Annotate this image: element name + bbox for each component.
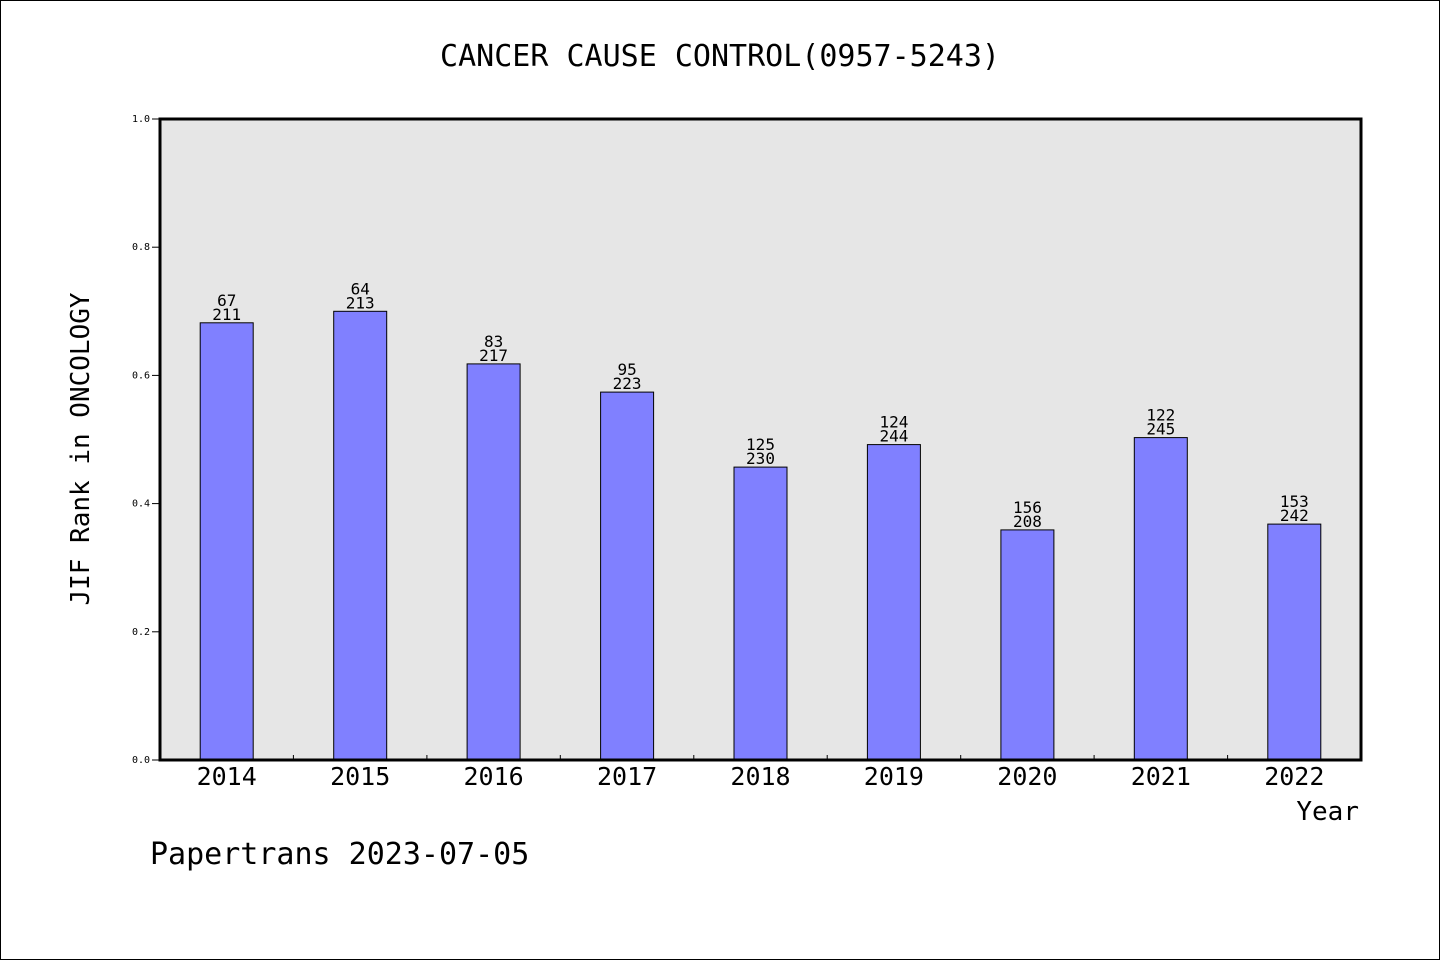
bar-rank-label: 83 — [484, 332, 503, 351]
bar — [333, 310, 388, 761]
bar-total-label: 213 — [346, 293, 375, 312]
bar-rank-label: 125 — [746, 435, 775, 454]
bar — [466, 363, 521, 761]
bar — [199, 322, 254, 761]
chart-title: CANCER CAUSE CONTROL(0957-5243) — [440, 39, 1000, 74]
bar-total-label: 217 — [479, 346, 508, 365]
footer-watermark: Papertrans 2023-07-05 — [150, 837, 529, 872]
bar — [733, 466, 788, 761]
y-tick-label: 0.8 — [132, 242, 150, 253]
bar-rank-label: 156 — [1013, 498, 1042, 517]
bar-total-label: 208 — [1013, 512, 1042, 531]
bar — [866, 444, 921, 761]
x-tick-label: 2016 — [463, 762, 523, 791]
x-axis: 2014 2015 2016 2017 2018 2019 2020 2021 2022 — [197, 755, 1324, 791]
bar-rank-label: 122 — [1146, 406, 1175, 425]
bar — [1133, 437, 1188, 761]
y-axis: 0.0 0.2 0.4 0.6 0.8 1.0 — [132, 114, 160, 766]
x-tick-label: 2015 — [330, 762, 390, 791]
bar — [1267, 523, 1322, 761]
bar-rank-label: 64 — [351, 279, 370, 298]
x-axis-label: Year — [1296, 797, 1359, 827]
x-tick-label: 2019 — [864, 762, 924, 791]
x-tick-label: 2014 — [197, 762, 257, 791]
bar-total-label: 211 — [212, 305, 241, 324]
x-tick-label: 2020 — [997, 762, 1057, 791]
bar-total-label: 230 — [746, 449, 775, 468]
x-tick-label: 2017 — [597, 762, 657, 791]
bar — [600, 391, 655, 761]
bar-rank-label: 95 — [617, 360, 636, 379]
x-tick-label: 2022 — [1264, 762, 1324, 791]
bar-rank-label: 153 — [1280, 492, 1309, 511]
y-axis-label: JIF Rank in ONCOLOGY — [66, 292, 96, 605]
x-tick-label: 2018 — [730, 762, 790, 791]
bar-total-label: 245 — [1146, 420, 1175, 439]
bar-total-label: 244 — [879, 427, 908, 446]
x-tick-label: 2021 — [1131, 762, 1191, 791]
bar-rank-label: 124 — [879, 413, 908, 432]
y-tick-label: 1.0 — [132, 114, 150, 125]
y-tick-label: 0.2 — [132, 627, 150, 638]
plot-border — [158, 117, 1363, 762]
y-tick-label: 0.4 — [132, 499, 150, 510]
y-tick-label: 0.0 — [132, 755, 150, 766]
bars-group — [199, 310, 1322, 761]
bar — [1000, 529, 1055, 761]
bar-total-label: 223 — [613, 374, 642, 393]
bar-rank-label: 67 — [217, 291, 236, 310]
y-tick-label: 0.6 — [132, 370, 150, 381]
bar-total-label: 242 — [1280, 506, 1309, 525]
